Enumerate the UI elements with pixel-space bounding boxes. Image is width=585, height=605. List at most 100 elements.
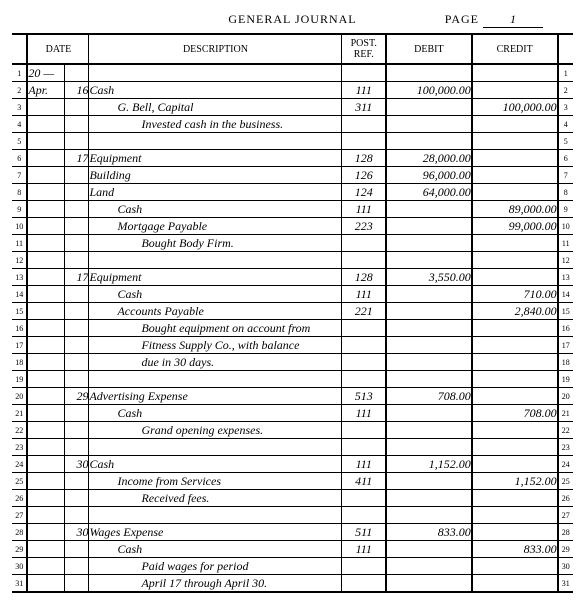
credit [472, 354, 558, 371]
post-ref: 128 [342, 150, 386, 167]
row-number-right: 22 [558, 422, 573, 439]
post-ref: 111 [342, 405, 386, 422]
debit: 3,550.00 [386, 269, 472, 286]
date-month [27, 184, 64, 201]
date-month [27, 490, 64, 507]
row-number-left: 22 [12, 422, 27, 439]
row-number-right: 9 [558, 201, 573, 218]
row-number-right: 4 [558, 116, 573, 133]
date-day [65, 235, 89, 252]
journal-header: GENERAL JOURNAL PAGE 1 [12, 12, 573, 27]
row-number-left: 15 [12, 303, 27, 320]
row-number-left: 24 [12, 456, 27, 473]
debit [386, 252, 472, 269]
table-row: 9Cash11189,000.009 [12, 201, 573, 218]
row-number-left: 3 [12, 99, 27, 116]
post-ref [342, 235, 386, 252]
date-month [27, 371, 64, 388]
credit [472, 116, 558, 133]
date-month [27, 269, 64, 286]
credit [472, 371, 558, 388]
row-number-right: 25 [558, 473, 573, 490]
row-number-right: 24 [558, 456, 573, 473]
date-day [65, 99, 89, 116]
description: Cash [89, 201, 342, 218]
credit [472, 269, 558, 286]
date-month [27, 99, 64, 116]
row-number-right: 7 [558, 167, 573, 184]
table-row: 18due in 30 days.18 [12, 354, 573, 371]
table-row: 14Cash111710.0014 [12, 286, 573, 303]
row-number-right: 8 [558, 184, 573, 201]
date-month [27, 524, 64, 541]
date-month [27, 252, 64, 269]
row-number-left: 25 [12, 473, 27, 490]
row-number-right: 29 [558, 541, 573, 558]
debit [386, 490, 472, 507]
debit [386, 337, 472, 354]
table-row: 16Bought equipment on account from16 [12, 320, 573, 337]
table-row: 15Accounts Payable2212,840.0015 [12, 303, 573, 320]
row-number-right: 23 [558, 439, 573, 456]
table-row: 22Grand opening expenses.22 [12, 422, 573, 439]
post-ref: 126 [342, 167, 386, 184]
date-day: 30 [65, 524, 89, 541]
table-row: 617Equipment12828,000.006 [12, 150, 573, 167]
description: Cash [89, 541, 342, 558]
description: Paid wages for period [89, 558, 342, 575]
date-day [65, 184, 89, 201]
table-row: 30Paid wages for period30 [12, 558, 573, 575]
post-ref: 511 [342, 524, 386, 541]
post-ref: 111 [342, 456, 386, 473]
post-ref: 111 [342, 82, 386, 99]
row-number-left: 4 [12, 116, 27, 133]
table-row: 2323 [12, 439, 573, 456]
date-day [65, 371, 89, 388]
date-month [27, 167, 64, 184]
row-number-right: 26 [558, 490, 573, 507]
date-day [65, 303, 89, 320]
description: Cash [89, 82, 342, 99]
table-row: 10Mortgage Payable22399,000.0010 [12, 218, 573, 235]
col-credit: CREDIT [472, 34, 558, 64]
description [89, 371, 342, 388]
row-number-left: 6 [12, 150, 27, 167]
table-row: 3G. Bell, Capital311100,000.003 [12, 99, 573, 116]
col-date: DATE [27, 34, 89, 64]
post-ref: 513 [342, 388, 386, 405]
row-number-right: 20 [558, 388, 573, 405]
table-row: 1212 [12, 252, 573, 269]
date-day [65, 422, 89, 439]
credit [472, 490, 558, 507]
credit [472, 507, 558, 524]
credit: 2,840.00 [472, 303, 558, 320]
credit: 99,000.00 [472, 218, 558, 235]
credit: 708.00 [472, 405, 558, 422]
row-number-right: 19 [558, 371, 573, 388]
col-blank-l [12, 34, 27, 64]
description: Cash [89, 456, 342, 473]
date-month [27, 507, 64, 524]
debit [386, 201, 472, 218]
date-day [65, 64, 89, 82]
description: Cash [89, 286, 342, 303]
row-number-right: 15 [558, 303, 573, 320]
table-row: 26Received fees.26 [12, 490, 573, 507]
credit: 710.00 [472, 286, 558, 303]
post-ref [342, 575, 386, 593]
credit [472, 167, 558, 184]
row-number-left: 10 [12, 218, 27, 235]
debit [386, 541, 472, 558]
row-number-right: 11 [558, 235, 573, 252]
date-day [65, 507, 89, 524]
date-month [27, 303, 64, 320]
date-day [65, 218, 89, 235]
credit [472, 456, 558, 473]
row-number-left: 28 [12, 524, 27, 541]
description: Cash [89, 405, 342, 422]
post-ref [342, 354, 386, 371]
row-number-left: 11 [12, 235, 27, 252]
debit [386, 405, 472, 422]
credit [472, 184, 558, 201]
post-ref [342, 320, 386, 337]
